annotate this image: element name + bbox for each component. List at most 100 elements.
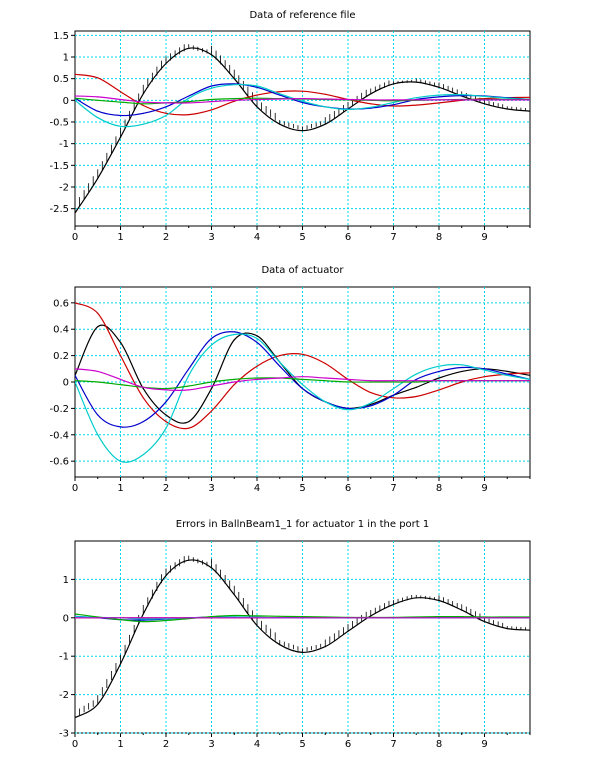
data-point: [165, 574, 167, 577]
data-point: [279, 91, 281, 93]
data-point: [188, 617, 190, 619]
data-point: [97, 703, 99, 705]
y-tick-label: -0.6: [49, 457, 69, 468]
series-1-hash-marks: [75, 555, 526, 718]
data-point: [256, 624, 258, 627]
data-point: [256, 365, 258, 367]
data-point: [188, 368, 190, 370]
x-tick-label: 8: [436, 232, 442, 243]
data-point: [210, 101, 213, 103]
data-point: [233, 378, 235, 380]
data-point: [256, 94, 258, 96]
data-point: [415, 381, 417, 383]
data-point: [75, 374, 76, 377]
chart-title: Errors in BallnBeam1_1 for actuator 1 in…: [176, 519, 429, 530]
data-point: [461, 381, 463, 383]
data-point: [438, 96, 440, 98]
data-point: [165, 62, 167, 65]
data-point: [97, 617, 99, 619]
data-point: [483, 368, 486, 370]
data-point: [75, 73, 76, 75]
data-point: [301, 353, 304, 355]
data-point: [210, 54, 213, 56]
data-point: [370, 380, 372, 382]
x-tick-label: 1: [117, 232, 123, 243]
data-point: [188, 102, 190, 104]
data-point: [370, 391, 372, 394]
data-point: [188, 389, 190, 391]
x-tick-label: 9: [481, 739, 487, 750]
data-point: [461, 370, 463, 373]
x-tick-label: 2: [163, 483, 169, 494]
data-point: [210, 410, 213, 412]
data-point: [142, 618, 144, 620]
data-point: [165, 420, 167, 423]
data-point: [438, 365, 440, 367]
data-point: [301, 376, 304, 378]
data-point: [438, 99, 440, 101]
y-tick-label: -2: [59, 183, 69, 194]
data-point: [279, 355, 281, 357]
data-point: [210, 616, 213, 618]
data-point: [438, 377, 440, 379]
data-point: [97, 414, 99, 416]
y-tick-label: 0: [63, 96, 69, 107]
data-point: [438, 380, 440, 382]
data-point: [165, 619, 167, 622]
data-point: [506, 97, 508, 99]
data-point: [188, 47, 190, 49]
y-tick-label: 1: [63, 575, 69, 586]
data-point: [210, 387, 213, 390]
data-point: [438, 370, 440, 373]
data-point: [415, 378, 417, 380]
data-point: [210, 567, 213, 569]
data-point: [438, 617, 440, 619]
data-point: [256, 617, 258, 619]
data-point: [75, 368, 76, 370]
data-point: [210, 337, 213, 340]
data-point: [97, 434, 99, 436]
data-point: [483, 617, 486, 619]
data-point: [415, 104, 417, 106]
data-point: [142, 104, 144, 107]
data-point: [233, 98, 235, 100]
data-point: [119, 136, 122, 138]
data-point: [210, 381, 213, 383]
data-point: [97, 325, 99, 328]
data-point: [370, 103, 372, 105]
x-tick-label: 6: [345, 232, 351, 243]
x-tick-label: 9: [481, 232, 487, 243]
data-point: [256, 377, 258, 379]
data-point: [165, 106, 167, 108]
data-point: [165, 114, 167, 117]
data-point: [506, 373, 508, 375]
data-point: [233, 333, 235, 336]
data-point: [483, 99, 486, 101]
data-point: [119, 341, 122, 344]
data-point: [119, 125, 122, 127]
data-point: [347, 630, 349, 632]
data-point: [324, 106, 326, 108]
data-point: [233, 614, 235, 617]
x-tick-label: 0: [72, 739, 78, 750]
chart-2: Data of actuator 0 1 2 3 4 5 6 7 8 9 -0.6 -0.4 -0.2 0 0…: [49, 265, 531, 494]
x-tick-label: 3: [208, 739, 214, 750]
data-point: [370, 405, 372, 407]
data-point: [165, 617, 167, 619]
data-point: [279, 98, 281, 100]
data-point: [324, 93, 326, 95]
data-point: [301, 617, 304, 619]
data-point: [210, 98, 213, 101]
data-point: [461, 609, 463, 611]
data-point: [279, 123, 281, 125]
data-point: [415, 373, 417, 375]
x-tick-label: 8: [436, 739, 442, 750]
data-point: [301, 651, 304, 653]
data-point: [119, 460, 122, 462]
x-tick-label: 4: [254, 739, 260, 750]
data-point: [438, 94, 440, 96]
data-point: [392, 617, 395, 619]
data-point: [370, 615, 372, 617]
